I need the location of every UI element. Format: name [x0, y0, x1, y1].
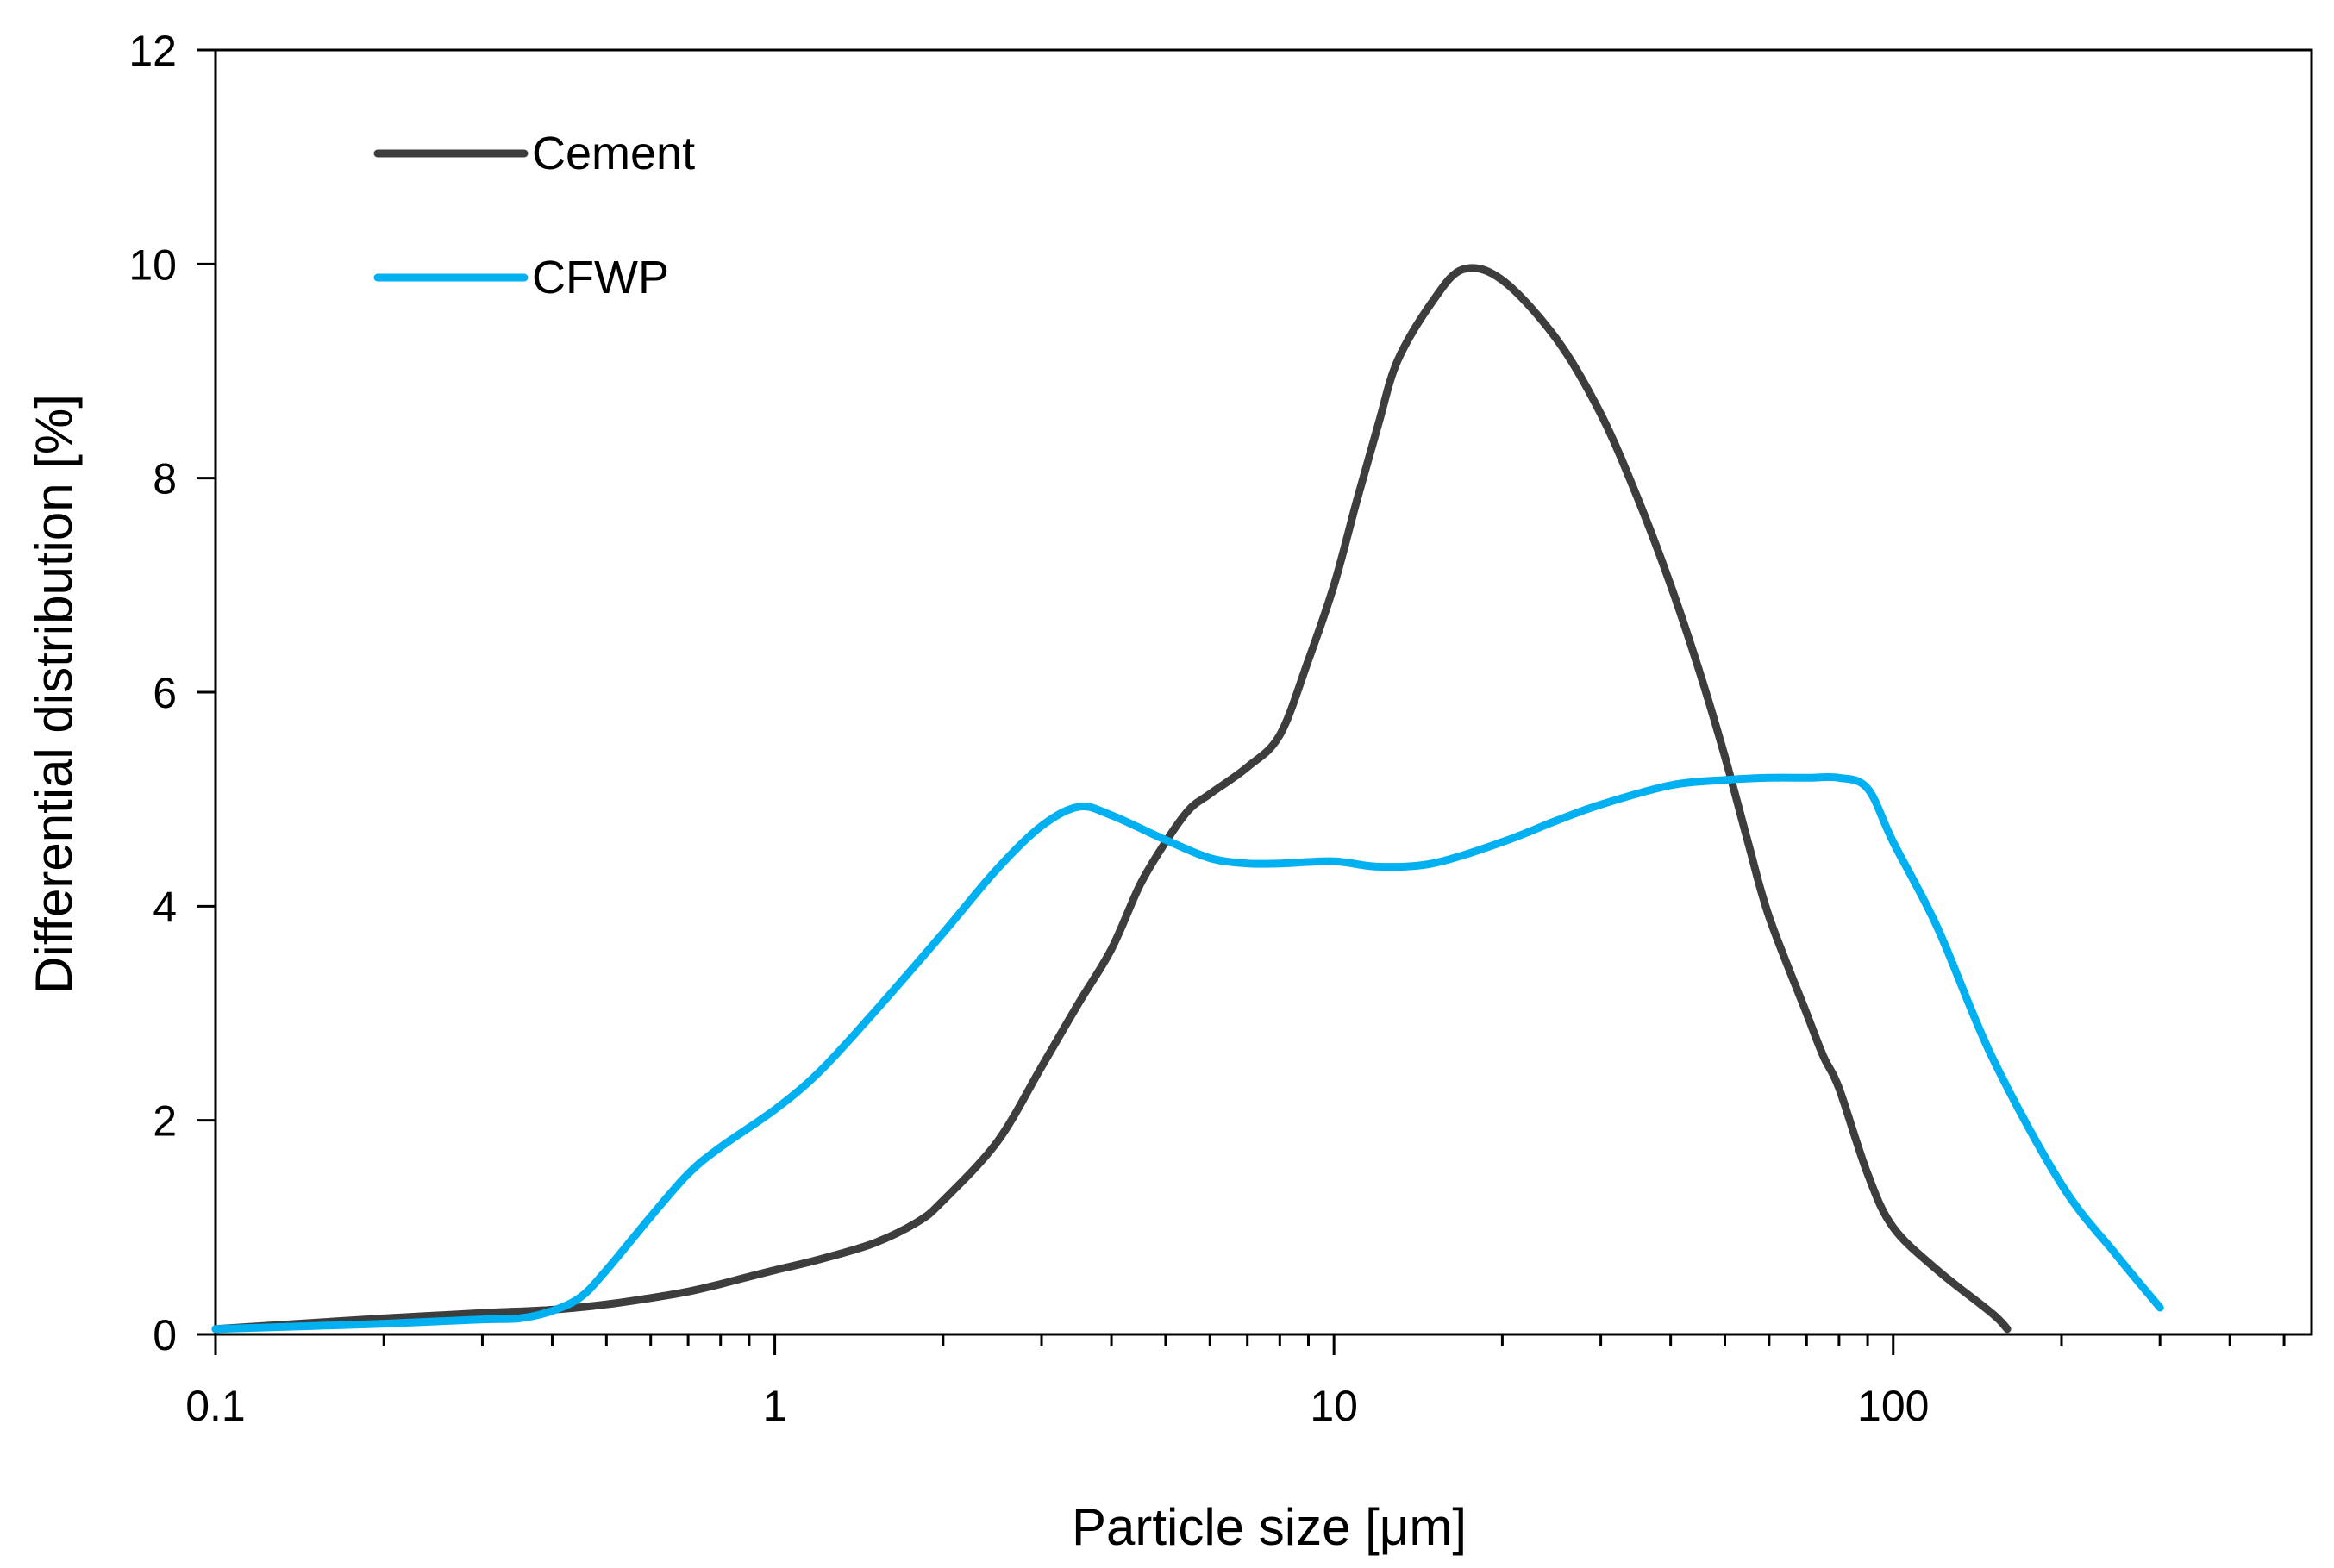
- plot-frame: [214, 48, 2313, 1336]
- x-axis-title: Particle size [μm]: [1072, 1498, 1467, 1556]
- y-tick-label: 0: [153, 1311, 177, 1359]
- y-axis-tick-labels: 0 2 4 6 8 10 12: [128, 27, 177, 1359]
- x-tick-label: 10: [1310, 1382, 1358, 1430]
- y-axis-title: Differential distribution [%]: [25, 394, 83, 994]
- y-tick-label: 2: [153, 1097, 177, 1146]
- legend-label-cement: Cement: [532, 128, 695, 179]
- y-tick-label: 4: [153, 883, 177, 931]
- y-tick-label: 10: [128, 241, 177, 289]
- y-tick-label: 6: [153, 669, 177, 717]
- x-tick-label: 0.1: [185, 1382, 246, 1430]
- y-axis-ticks: [197, 48, 216, 1336]
- series-lines: [211, 264, 2164, 1334]
- x-tick-label: 1: [763, 1382, 787, 1430]
- legend-label-cfwp: CFWP: [532, 252, 669, 303]
- series-line-cement: [211, 264, 2012, 1334]
- x-axis-ticks: [214, 1334, 2286, 1355]
- y-tick-label: 12: [128, 27, 177, 75]
- y-tick-label: 8: [153, 455, 177, 503]
- series-line-cfwp: [211, 772, 2164, 1334]
- x-tick-label: 100: [1857, 1382, 1929, 1430]
- legend: Cement CFWP: [373, 128, 695, 303]
- x-axis-tick-labels: 0.1 1 10 100: [185, 1382, 1929, 1430]
- plot-area-border: [214, 48, 2313, 1336]
